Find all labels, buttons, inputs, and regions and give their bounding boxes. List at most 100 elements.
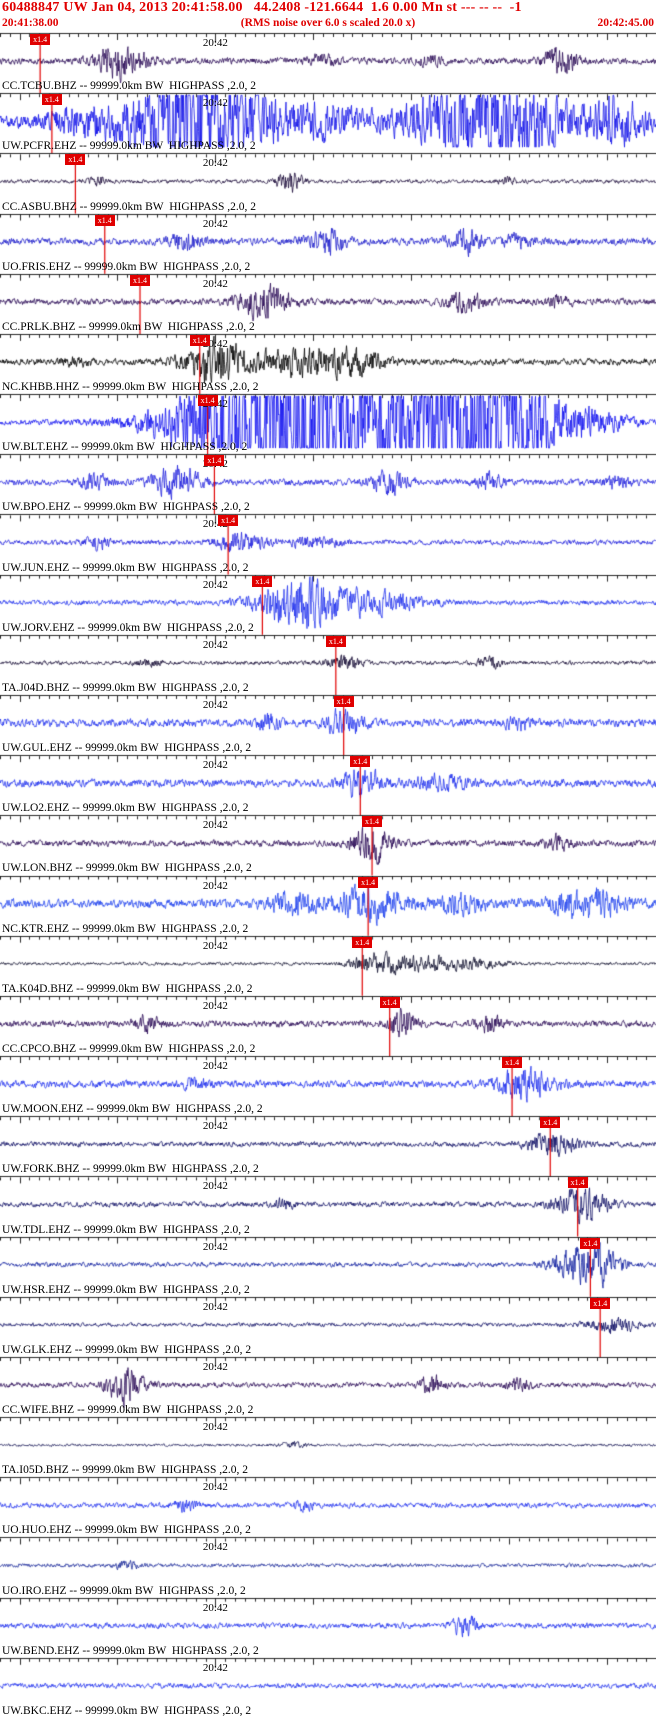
- station-label: CC.PRLK.BHZ -- 99999.0km BW HIGHPASS ,2.…: [2, 320, 255, 333]
- trace-row[interactable]: 20:42 x1.4 UO.FRIS.EHZ -- 99999.0km BW H…: [0, 214, 656, 274]
- pick-marker[interactable]: x1.4: [502, 1057, 523, 1069]
- trace-row[interactable]: 20:42 UO.IRO.EHZ -- 99999.0km BW HIGHPAS…: [0, 1537, 656, 1597]
- trace-row[interactable]: 20:42 UW.BKC.EHZ -- 99999.0km BW HIGHPAS…: [0, 1658, 656, 1718]
- trace-row[interactable]: 20:42 x1.4 UW.PCFR.EHZ -- 99999.0km BW H…: [0, 93, 656, 153]
- trace-row[interactable]: 20:42 UW.BEND.EHZ -- 99999.0km BW HIGHPA…: [0, 1598, 656, 1658]
- trace-row[interactable]: 20:42 x1.4 CC.TCBU.BHZ -- 99999.0km BW H…: [0, 33, 656, 93]
- minute-tick-label: 20:42: [202, 37, 228, 49]
- pick-marker[interactable]: x1.4: [41, 94, 62, 106]
- pick-marker[interactable]: x1.4: [567, 1177, 588, 1189]
- trace-row[interactable]: 20:42 x1.4 CC.ASBU.BHZ -- 99999.0km BW H…: [0, 153, 656, 213]
- trace-row[interactable]: 20:42 x1.4 CC.PRLK.BHZ -- 99999.0km BW H…: [0, 274, 656, 334]
- trace-row[interactable]: 20:42 TA.I05D.BHZ -- 99999.0km BW HIGHPA…: [0, 1417, 656, 1477]
- minute-tick-label: 20:42: [202, 759, 228, 772]
- trace-row[interactable]: 20:42 x1.4 UW.TDL.EHZ -- 99999.0km BW HI…: [0, 1176, 656, 1236]
- trace-row[interactable]: 20:42 UO.HUO.EHZ -- 99999.0km BW HIGHPAS…: [0, 1477, 656, 1537]
- window-end-time: 20:42:45.00: [597, 17, 654, 29]
- trace-row[interactable]: 20:42 x1.4 UW.BLT.EHZ -- 99999.0km BW HI…: [0, 394, 656, 454]
- pick-scale-label: x1.4: [328, 636, 343, 646]
- station-label: UO.HUO.EHZ -- 99999.0km BW HIGHPASS ,2.0…: [2, 1524, 251, 1537]
- pick-scale-label: x1.4: [593, 1298, 608, 1308]
- trace-row[interactable]: 20:42 x1.4 CC.CPCO.BHZ -- 99999.0km BW H…: [0, 996, 656, 1056]
- station-label: UW.HSR.EHZ -- 99999.0km BW HIGHPASS ,2.0…: [2, 1283, 250, 1296]
- pick-marker[interactable]: x1.4: [362, 816, 383, 828]
- trace-row[interactable]: 20:42 x1.4 TA.K04D.BHZ -- 99999.0km BW H…: [0, 936, 656, 996]
- trace-row[interactable]: 20:42 x1.4 TA.J04D.BHZ -- 99999.0km BW H…: [0, 635, 656, 695]
- station-label: UW.BEND.EHZ -- 99999.0km BW HIGHPASS ,2.…: [2, 1644, 259, 1657]
- trace-row[interactable]: 20:42 x1.4 UW.LON.BHZ -- 99999.0km BW HI…: [0, 815, 656, 875]
- rms-scaling-note: (RMS noise over 6.0 s scaled 20.0 x): [240, 17, 416, 29]
- station-label: UW.BKC.EHZ -- 99999.0km BW HIGHPASS ,2.0…: [2, 1704, 252, 1717]
- pick-marker[interactable]: x1.4: [590, 1297, 611, 1309]
- pick-scale-label: x1.4: [44, 95, 59, 105]
- pick-scale-label: x1.4: [33, 35, 48, 44]
- pick-marker[interactable]: x1.4: [65, 154, 86, 166]
- minute-tick-label: 20:42: [202, 1601, 228, 1614]
- minute-tick-label: 20:42: [202, 698, 228, 711]
- station-label: TA.I05D.BHZ -- 99999.0km BW HIGHPASS ,2.…: [2, 1464, 249, 1477]
- trace-row[interactable]: 20:42 x1.4 UW.GUL.EHZ -- 99999.0km BW HI…: [0, 695, 656, 755]
- pick-marker[interactable]: x1.4: [325, 635, 346, 647]
- pick-marker[interactable]: x1.4: [94, 214, 115, 226]
- minute-tick-label: 20:42: [202, 1240, 228, 1253]
- pick-scale-label: x1.4: [133, 275, 147, 285]
- pick-marker[interactable]: x1.4: [333, 695, 354, 707]
- pick-scale-label: x1.4: [382, 997, 397, 1007]
- station-label: UW.BPO.EHZ -- 99999.0km BW HIGHPASS ,2.0…: [2, 501, 250, 514]
- trace-row[interactable]: 20:42 x1.4 UW.JUN.EHZ -- 99999.0km BW HI…: [0, 514, 656, 574]
- pick-marker[interactable]: x1.4: [352, 936, 373, 948]
- event-summary: 60488847 UW Jan 04, 2013 20:41:58.00 44.…: [2, 0, 522, 15]
- pick-marker[interactable]: x1.4: [30, 34, 51, 45]
- trace-row[interactable]: 20:42 x1.4 UW.HSR.EHZ -- 99999.0km BW HI…: [0, 1237, 656, 1297]
- pick-marker[interactable]: x1.4: [252, 575, 273, 587]
- trace-row[interactable]: 20:42 CC.WIFE.BHZ -- 99999.0km BW HIGHPA…: [0, 1357, 656, 1417]
- pick-scale-label: x1.4: [505, 1058, 520, 1068]
- pick-marker[interactable]: x1.4: [218, 515, 239, 527]
- minute-tick-label: 20:42: [202, 1360, 228, 1373]
- pick-scale-label: x1.4: [583, 1238, 598, 1248]
- station-label: CC.WIFE.BHZ -- 99999.0km BW HIGHPASS ,2.…: [2, 1404, 254, 1417]
- trace-row[interactable]: 20:42 x1.4 UW.JORV.EHZ -- 99999.0km BW H…: [0, 575, 656, 635]
- pick-scale-label: x1.4: [97, 215, 112, 225]
- minute-tick-label: 20:42: [202, 1060, 228, 1073]
- pick-marker[interactable]: x1.4: [540, 1117, 561, 1129]
- minute-tick-label: 20:42: [202, 1481, 228, 1494]
- minute-tick-label: 20:42: [202, 1541, 228, 1554]
- trace-row[interactable]: 20:42 x1.4 NC.KTR.EHZ -- 99999.0km BW HI…: [0, 876, 656, 936]
- pick-marker[interactable]: x1.4: [204, 455, 225, 467]
- pick-marker[interactable]: x1.4: [358, 876, 379, 888]
- pick-marker[interactable]: x1.4: [130, 274, 150, 286]
- trace-row[interactable]: 20:42 x1.4 UW.LO2.EHZ -- 99999.0km BW HI…: [0, 755, 656, 815]
- pick-scale-label: x1.4: [353, 757, 368, 767]
- pick-marker[interactable]: x1.4: [197, 395, 218, 407]
- trace-row[interactable]: 20:42 x1.4 UW.BPO.EHZ -- 99999.0km BW HI…: [0, 454, 656, 514]
- trace-row[interactable]: 20:42 x1.4 UW.MOON.EHZ -- 99999.0km BW H…: [0, 1056, 656, 1116]
- station-label: UW.BLT.EHZ -- 99999.0km BW HIGHPASS ,2.0…: [2, 441, 248, 454]
- pick-scale-label: x1.4: [543, 1118, 558, 1128]
- pick-scale-label: x1.4: [200, 396, 215, 406]
- minute-tick-label: 20:42: [202, 1180, 228, 1193]
- pick-scale-label: x1.4: [68, 155, 83, 165]
- station-label: UO.FRIS.EHZ -- 99999.0km BW HIGHPASS ,2.…: [2, 260, 251, 273]
- pick-marker[interactable]: x1.4: [189, 334, 210, 346]
- station-label: UW.GUL.EHZ -- 99999.0km BW HIGHPASS ,2.0…: [2, 742, 252, 755]
- minute-tick-label: 20:42: [202, 157, 228, 170]
- station-label: UW.PCFR.EHZ -- 99999.0km BW HIGHPASS ,2.…: [2, 140, 256, 153]
- trace-row[interactable]: 20:42 x1.4 UW.GLK.EHZ -- 99999.0km BW HI…: [0, 1297, 656, 1357]
- pick-marker[interactable]: x1.4: [350, 756, 371, 768]
- station-label: CC.CPCO.BHZ -- 99999.0km BW HIGHPASS ,2.…: [2, 1043, 256, 1056]
- time-axis-header: 20:41:38.00 (RMS noise over 6.0 s scaled…: [0, 17, 656, 29]
- station-label: UW.GLK.EHZ -- 99999.0km BW HIGHPASS ,2.0…: [2, 1343, 252, 1356]
- pick-marker[interactable]: x1.4: [379, 996, 400, 1008]
- pick-scale-label: x1.4: [207, 456, 222, 466]
- station-label: TA.K04D.BHZ -- 99999.0km BW HIGHPASS ,2.…: [2, 982, 253, 995]
- trace-row[interactable]: 20:42 x1.4 UW.FORK.BHZ -- 99999.0km BW H…: [0, 1116, 656, 1176]
- station-label: UW.FORK.BHZ -- 99999.0km BW HIGHPASS ,2.…: [2, 1163, 259, 1176]
- trace-row[interactable]: 20:42 x1.4 NC.KHBB.HHZ -- 99999.0km BW H…: [0, 334, 656, 394]
- pick-marker[interactable]: x1.4: [580, 1237, 601, 1249]
- pick-scale-label: x1.4: [192, 335, 207, 345]
- minute-tick-label: 20:42: [202, 578, 228, 591]
- minute-tick-label: 20:42: [202, 1421, 228, 1434]
- station-label: UW.LO2.EHZ -- 99999.0km BW HIGHPASS ,2.0…: [2, 802, 249, 815]
